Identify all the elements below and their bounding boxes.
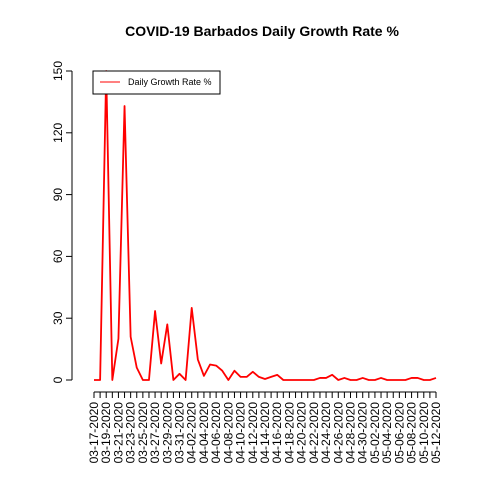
chart-title: COVID-19 Barbados Daily Growth Rate % xyxy=(125,23,399,39)
x-tick-label: 04-26-2020 xyxy=(331,402,345,464)
x-tick-label: 03-19-2020 xyxy=(99,402,113,464)
x-tick-label: 05-04-2020 xyxy=(380,402,394,464)
series-line-daily-growth-rate xyxy=(94,70,437,381)
x-tick-label: 05-08-2020 xyxy=(405,402,419,464)
x-tick-label: 04-02-2020 xyxy=(185,402,199,464)
x-tick-label: 04-24-2020 xyxy=(319,402,333,464)
x-tick-label: 04-12-2020 xyxy=(246,402,260,464)
legend-label: Daily Growth Rate % xyxy=(128,77,212,87)
x-tick-label: 03-27-2020 xyxy=(148,402,162,464)
y-tick-label: 90 xyxy=(51,188,65,202)
y-tick-label: 30 xyxy=(51,311,65,325)
x-tick-label: 05-12-2020 xyxy=(429,402,443,464)
x-tick-label: 03-17-2020 xyxy=(87,402,101,464)
x-tick-label: 03-23-2020 xyxy=(124,402,138,464)
x-tick-label: 04-04-2020 xyxy=(197,402,211,464)
x-tick-label: 04-20-2020 xyxy=(295,402,309,464)
x-tick-label: 04-14-2020 xyxy=(258,402,272,464)
x-tick-label: 05-10-2020 xyxy=(417,402,431,464)
x-tick-label: 04-06-2020 xyxy=(209,402,223,464)
x-tick-label: 04-10-2020 xyxy=(234,402,248,464)
y-tick-label: 60 xyxy=(51,249,65,263)
y-axis: 0 30 60 90 120 150 xyxy=(51,61,73,383)
x-tick-label: 05-02-2020 xyxy=(368,402,382,464)
x-tick-label: 03-31-2020 xyxy=(173,402,187,464)
x-tick-label: 03-21-2020 xyxy=(111,402,125,464)
series-layer xyxy=(93,70,437,381)
y-tick-label: 150 xyxy=(51,61,65,81)
x-tick-label: 05-06-2020 xyxy=(392,402,406,464)
x-tick-label: 04-18-2020 xyxy=(282,402,296,464)
y-tick-label: 120 xyxy=(51,122,65,142)
legend-box xyxy=(92,70,221,95)
y-tick-label: 0 xyxy=(51,376,65,383)
x-tick-label: 03-25-2020 xyxy=(136,402,150,464)
legend: Daily Growth Rate % xyxy=(92,70,221,95)
x-tick-label: 04-30-2020 xyxy=(356,402,370,464)
x-tick-label: 04-16-2020 xyxy=(270,402,284,464)
x-tick-label: 04-08-2020 xyxy=(221,402,235,464)
x-tick-label: 04-22-2020 xyxy=(307,402,321,464)
x-tick-label: 04-28-2020 xyxy=(344,402,358,464)
x-tick-label: 03-29-2020 xyxy=(160,402,174,464)
x-axis: 03-17-202003-19-202003-21-202003-23-2020… xyxy=(87,391,443,464)
